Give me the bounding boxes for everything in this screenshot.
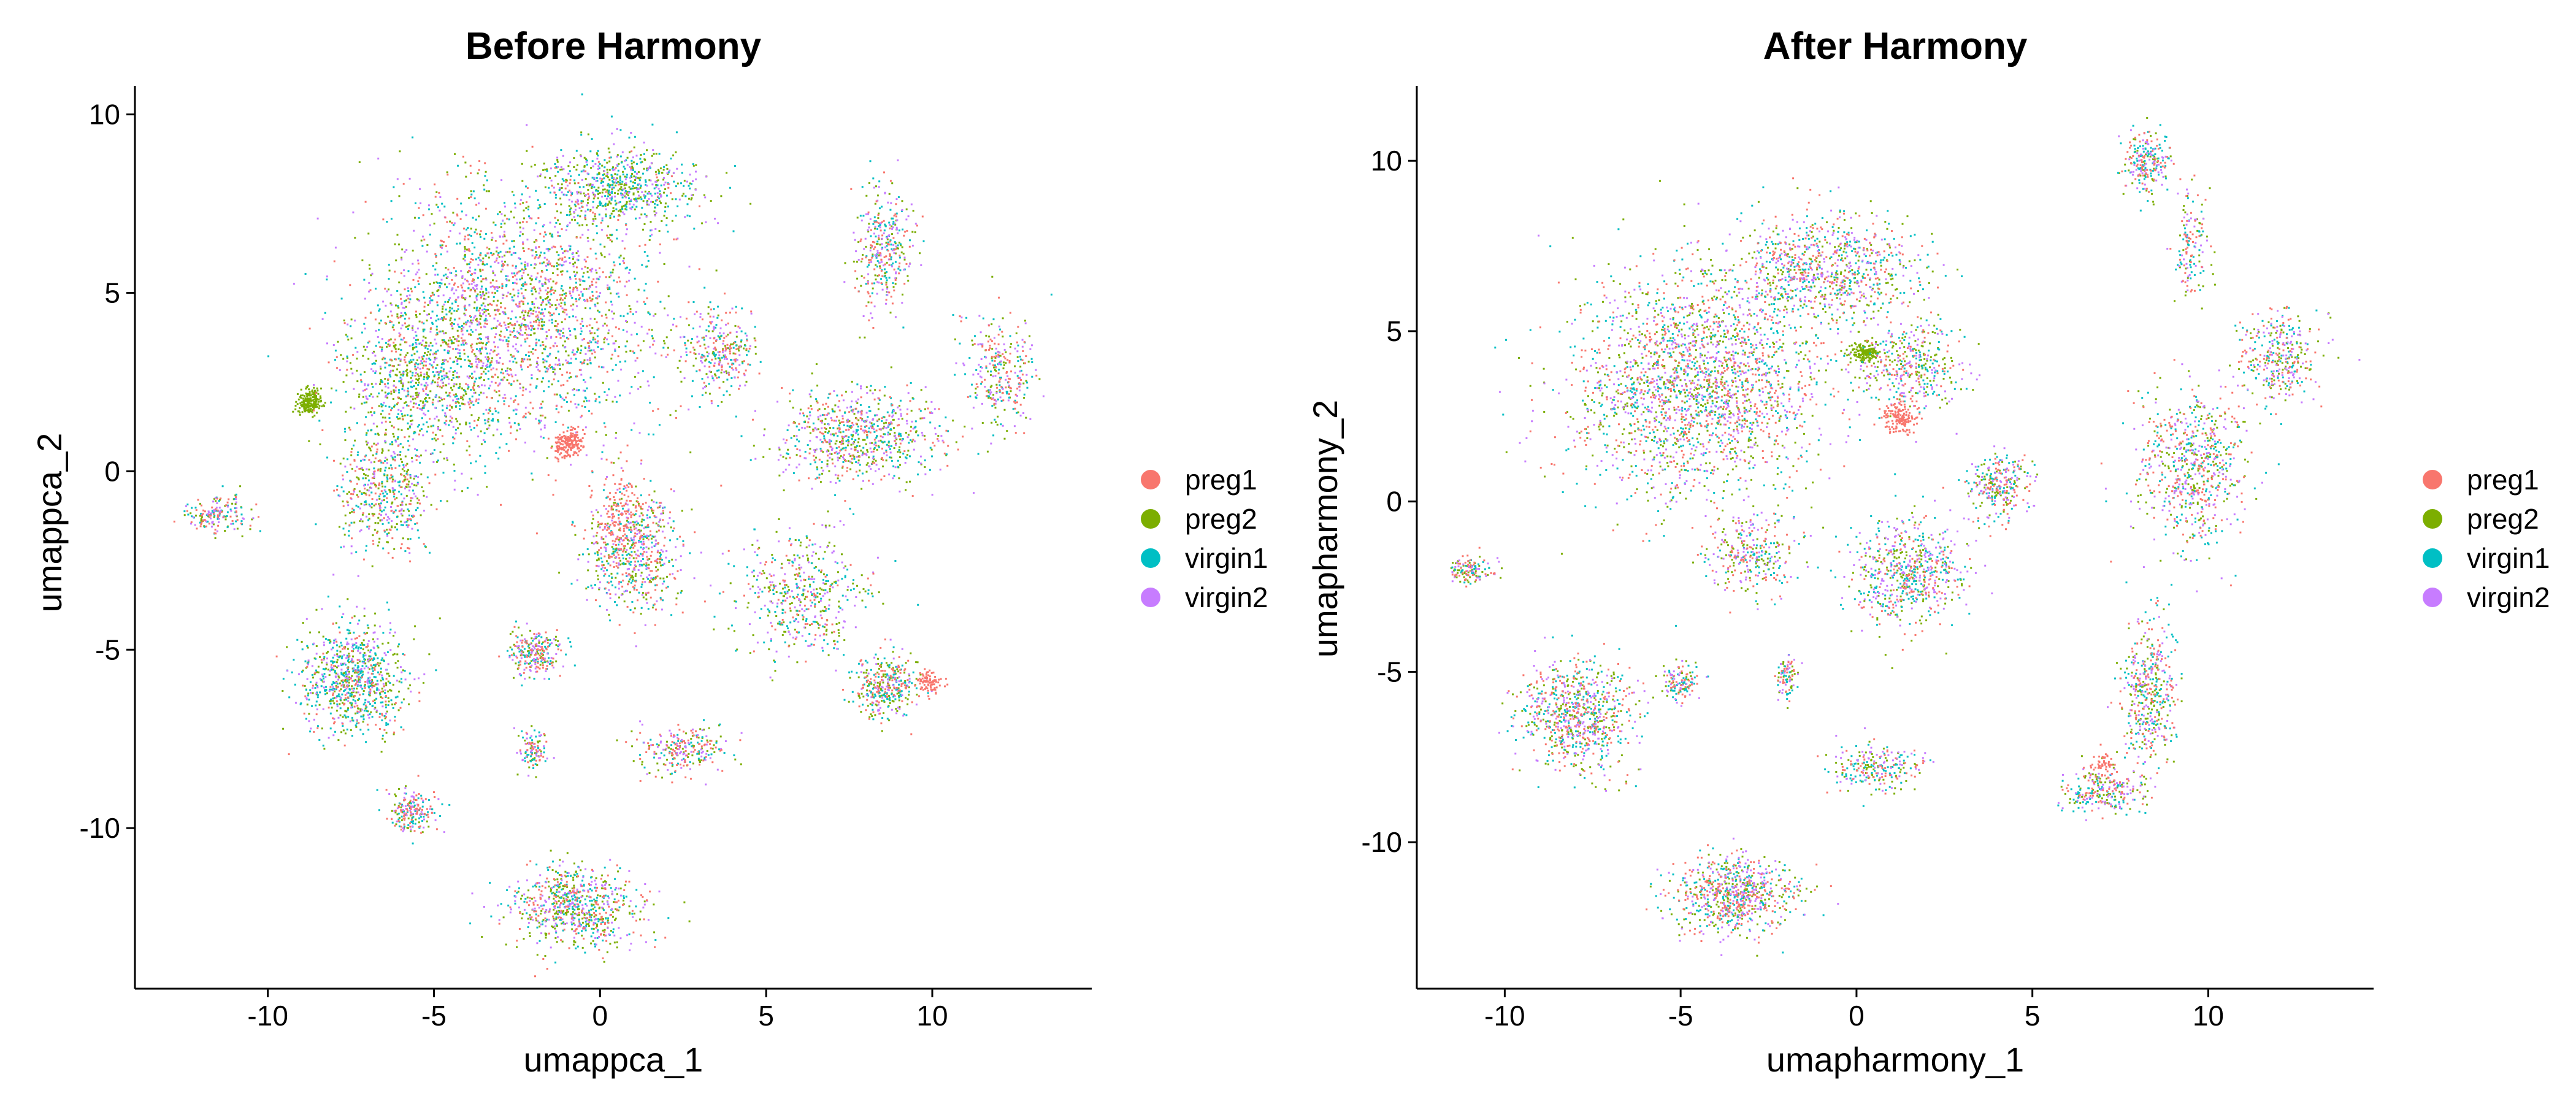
y-tick-label: -5 (1377, 656, 1402, 688)
legend-label-virgin1: virgin1 (2467, 542, 2550, 574)
x-tick-label: 5 (2025, 1000, 2041, 1032)
x-tick-label: 10 (2193, 1000, 2224, 1032)
x-tick-label: -10 (1484, 1000, 1525, 1032)
y-tick-label: -10 (80, 812, 120, 844)
x-axis-title-before: umappca_1 (524, 1040, 703, 1079)
legend-label-virgin2: virgin2 (1185, 581, 1268, 613)
scatter-points-after (1450, 117, 2361, 957)
x-tick-label: 0 (592, 1000, 608, 1032)
legend-label-preg2: preg2 (2467, 503, 2539, 535)
legend-label-virgin2: virgin2 (2467, 581, 2550, 613)
legend-swatch-preg1 (1141, 470, 1160, 489)
scatter-points-before (173, 93, 1052, 978)
series-points-preg2 (183, 131, 1041, 963)
y-tick-label: 5 (104, 277, 120, 309)
legend-label-preg2: preg2 (1185, 503, 1257, 535)
series-points-preg2 (1450, 117, 2340, 957)
legend-after: preg1 preg2 virgin1 virgin2 (2423, 464, 2550, 613)
y-axis-title-after: umapharmony_2 (1306, 400, 1344, 657)
panel-title-before: Before Harmony (466, 25, 762, 67)
x-axis-title-after: umapharmony_1 (1766, 1040, 2024, 1079)
x-tick-label: 0 (1849, 1000, 1865, 1032)
y-tick-label: -10 (1362, 826, 1402, 858)
y-tick-label: 0 (104, 455, 120, 487)
legend-swatch-preg2 (1141, 509, 1160, 529)
y-axis-title-before: umappca_2 (30, 433, 69, 613)
axes-after: -10 -5 0 5 10 -10 -5 0 5 10 (1362, 86, 2374, 1032)
y-tick-label: 5 (1386, 315, 1402, 347)
legend-swatch-virgin1 (1141, 548, 1160, 568)
x-tick-label: -5 (1668, 1000, 1693, 1032)
legend-before: preg1 preg2 virgin1 virgin2 (1141, 464, 1268, 613)
x-tick-label: 10 (916, 1000, 948, 1032)
y-tick-label: 10 (89, 99, 120, 131)
legend-swatch-preg1 (2423, 470, 2442, 489)
x-tick-label: -5 (421, 1000, 447, 1032)
legend-swatch-preg2 (2423, 509, 2442, 529)
x-tick-label: 5 (758, 1000, 774, 1032)
axes-before: -10 -5 0 5 10 -10 -5 0 5 10 (80, 86, 1092, 1032)
panel-before-harmony: Before Harmony -10 -5 0 5 10 -10 -5 0 5 10 umappc… (30, 25, 1092, 1079)
panel-after-harmony: After Harmony -10 -5 0 5 10 -10 -5 0 5 10 umaphar… (1306, 25, 2374, 1079)
legend-swatch-virgin2 (2423, 588, 2442, 607)
y-tick-label: 10 (1371, 145, 1402, 177)
y-tick-label: 0 (1386, 486, 1402, 518)
legend-label-preg1: preg1 (2467, 464, 2539, 496)
y-tick-label: -5 (95, 634, 120, 665)
legend-swatch-virgin2 (1141, 588, 1160, 607)
legend-swatch-virgin1 (2423, 548, 2442, 568)
panel-title-after: After Harmony (1763, 25, 2028, 67)
legend-label-preg1: preg1 (1185, 464, 1257, 496)
x-tick-label: -10 (247, 1000, 288, 1032)
legend-label-virgin1: virgin1 (1185, 542, 1268, 574)
